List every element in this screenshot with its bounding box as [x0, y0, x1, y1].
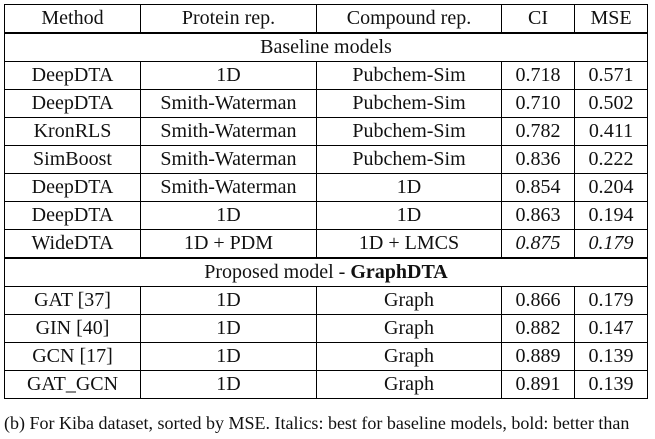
cell-ci: 0.889: [501, 342, 575, 371]
cell-mse: 0.139: [574, 342, 648, 371]
section-header-row: Proposed model - GraphDTA: [4, 257, 648, 287]
header-ci: CI: [501, 4, 575, 34]
cell-ci: 0.854: [501, 173, 575, 202]
cell-compound-rep: Pubchem-Sim: [316, 89, 502, 118]
cell-ci: 0.866: [501, 286, 575, 315]
cell-protein-rep: 1D: [140, 61, 317, 90]
cell-compound-rep: Graph: [316, 370, 502, 399]
table-row: KronRLS Smith-Waterman Pubchem-Sim 0.782 0.4…: [4, 117, 648, 146]
cell-compound-rep: 1D: [316, 201, 502, 230]
section-header-row: Baseline models: [4, 32, 648, 62]
cell-mse: 0.179: [574, 286, 648, 315]
cell-protein-rep: Smith-Waterman: [140, 89, 317, 118]
results-table: Method Protein rep. Compound rep. CI MSE…: [4, 4, 648, 399]
cell-mse: 0.139: [574, 370, 648, 399]
cell-protein-rep: Smith-Waterman: [140, 117, 317, 146]
cell-mse: 0.411: [574, 117, 648, 146]
table-body: Baseline models DeepDTA 1D Pubchem-Sim 0.718…: [4, 32, 648, 399]
table-row: GAT [37] 1D Graph 0.866 0.179: [4, 286, 648, 315]
cell-mse: 0.204: [574, 173, 648, 202]
table-row: GCN [17] 1D Graph 0.889 0.139: [4, 342, 648, 371]
cell-method: DeepDTA: [4, 173, 141, 202]
cell-protein-rep: Smith-Waterman: [140, 173, 317, 202]
cell-protein-rep: 1D: [140, 370, 317, 399]
cell-mse: 0.194: [574, 201, 648, 230]
cell-mse: 0.502: [574, 89, 648, 118]
cell-protein-rep: 1D: [140, 286, 317, 315]
header-row: Method Protein rep. Compound rep. CI MSE: [4, 4, 648, 34]
table-row: DeepDTA 1D 1D 0.863 0.194: [4, 201, 648, 230]
cell-method: GAT [37]: [4, 286, 141, 315]
section-title-text: Proposed model -: [204, 261, 351, 283]
cell-ci: 0.718: [501, 61, 575, 90]
table-row: WideDTA 1D + PDM 1D + LMCS 0.875 0.179: [4, 229, 648, 259]
cell-method: DeepDTA: [4, 89, 141, 118]
table-row: DeepDTA 1D Pubchem-Sim 0.718 0.571: [4, 61, 648, 90]
table-row: GIN [40] 1D Graph 0.882 0.147: [4, 314, 648, 343]
cell-compound-rep: Graph: [316, 314, 502, 343]
cell-ci: 0.882: [501, 314, 575, 343]
cell-method: WideDTA: [4, 229, 141, 259]
section-title: Proposed model - GraphDTA: [4, 257, 648, 287]
table-row: DeepDTA Smith-Waterman 1D 0.854 0.204: [4, 173, 648, 202]
cell-compound-rep: 1D: [316, 173, 502, 202]
cell-method: DeepDTA: [4, 201, 141, 230]
cell-method: GAT_GCN: [4, 370, 141, 399]
cell-compound-rep: Pubchem-Sim: [316, 145, 502, 174]
cell-ci: 0.836: [501, 145, 575, 174]
cell-mse: 0.571: [574, 61, 648, 90]
cell-protein-rep: Smith-Waterman: [140, 145, 317, 174]
header-protein-rep: Protein rep.: [140, 4, 317, 34]
cell-compound-rep: 1D + LMCS: [316, 229, 502, 259]
section-title-model-name: GraphDTA: [350, 261, 448, 283]
table-row: DeepDTA Smith-Waterman Pubchem-Sim 0.710 0.5…: [4, 89, 648, 118]
cell-method: KronRLS: [4, 117, 141, 146]
table-caption: (b) For Kiba dataset, sorted by MSE. Ita…: [4, 413, 630, 433]
cell-compound-rep: Pubchem-Sim: [316, 117, 502, 146]
cell-protein-rep: 1D: [140, 314, 317, 343]
cell-compound-rep: Pubchem-Sim: [316, 61, 502, 90]
section-title-text: Baseline models: [260, 36, 392, 58]
cell-method: GCN [17]: [4, 342, 141, 371]
section-title: Baseline models: [4, 32, 648, 62]
cell-protein-rep: 1D + PDM: [140, 229, 317, 259]
cell-ci: 0.863: [501, 201, 575, 230]
table-row: SimBoost Smith-Waterman Pubchem-Sim 0.836 0.…: [4, 145, 648, 174]
cell-mse: 0.179: [574, 229, 648, 259]
cell-ci: 0.875: [501, 229, 575, 259]
table-header: Method Protein rep. Compound rep. CI MSE: [4, 4, 648, 34]
cell-method: GIN [40]: [4, 314, 141, 343]
cell-compound-rep: Graph: [316, 342, 502, 371]
cell-compound-rep: Graph: [316, 286, 502, 315]
cell-method: SimBoost: [4, 145, 141, 174]
cell-ci: 0.710: [501, 89, 575, 118]
cell-protein-rep: 1D: [140, 201, 317, 230]
header-compound-rep: Compound rep.: [316, 4, 502, 34]
header-mse: MSE: [574, 4, 648, 34]
cell-protein-rep: 1D: [140, 342, 317, 371]
cell-mse: 0.222: [574, 145, 648, 174]
table-row: GAT_GCN 1D Graph 0.891 0.139: [4, 370, 648, 399]
cell-ci: 0.782: [501, 117, 575, 146]
header-method: Method: [4, 4, 141, 34]
cell-mse: 0.147: [574, 314, 648, 343]
cell-ci: 0.891: [501, 370, 575, 399]
cell-method: DeepDTA: [4, 61, 141, 90]
